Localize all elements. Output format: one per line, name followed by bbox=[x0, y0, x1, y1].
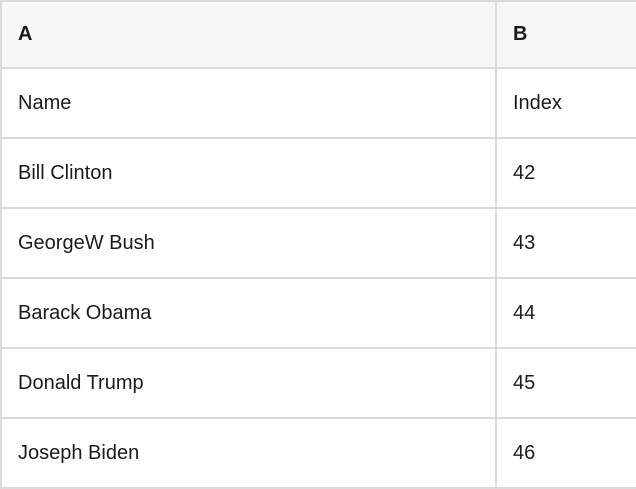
cell-index: 42 bbox=[513, 161, 536, 184]
cell-name: Joseph Biden bbox=[2, 419, 497, 487]
cell-index: 46 bbox=[513, 441, 536, 464]
cell-name-label: Name bbox=[2, 69, 497, 137]
column-header-a: A bbox=[2, 2, 497, 67]
table-row: GeorgeW Bush 43 bbox=[2, 209, 636, 279]
cell-name: Bill Clinton bbox=[2, 139, 497, 207]
table-row: Bill Clinton 42 bbox=[2, 139, 636, 209]
table-row: Donald Trump 45 bbox=[2, 349, 636, 419]
cell-name: GeorgeW Bush bbox=[2, 209, 497, 277]
table-row: Name Index bbox=[2, 69, 636, 139]
table-row: Joseph Biden 46 bbox=[2, 419, 636, 489]
cell-index: 43 bbox=[513, 231, 536, 254]
cell-index-label: Index bbox=[513, 91, 562, 114]
table-header-row: A B bbox=[2, 2, 636, 69]
cell-index: 44 bbox=[513, 301, 536, 324]
column-header-b: B bbox=[513, 23, 528, 45]
cell-index: 45 bbox=[513, 371, 536, 394]
table-row: Barack Obama 44 bbox=[2, 279, 636, 349]
cell-name: Donald Trump bbox=[2, 349, 497, 417]
cell-name: Barack Obama bbox=[2, 279, 497, 347]
